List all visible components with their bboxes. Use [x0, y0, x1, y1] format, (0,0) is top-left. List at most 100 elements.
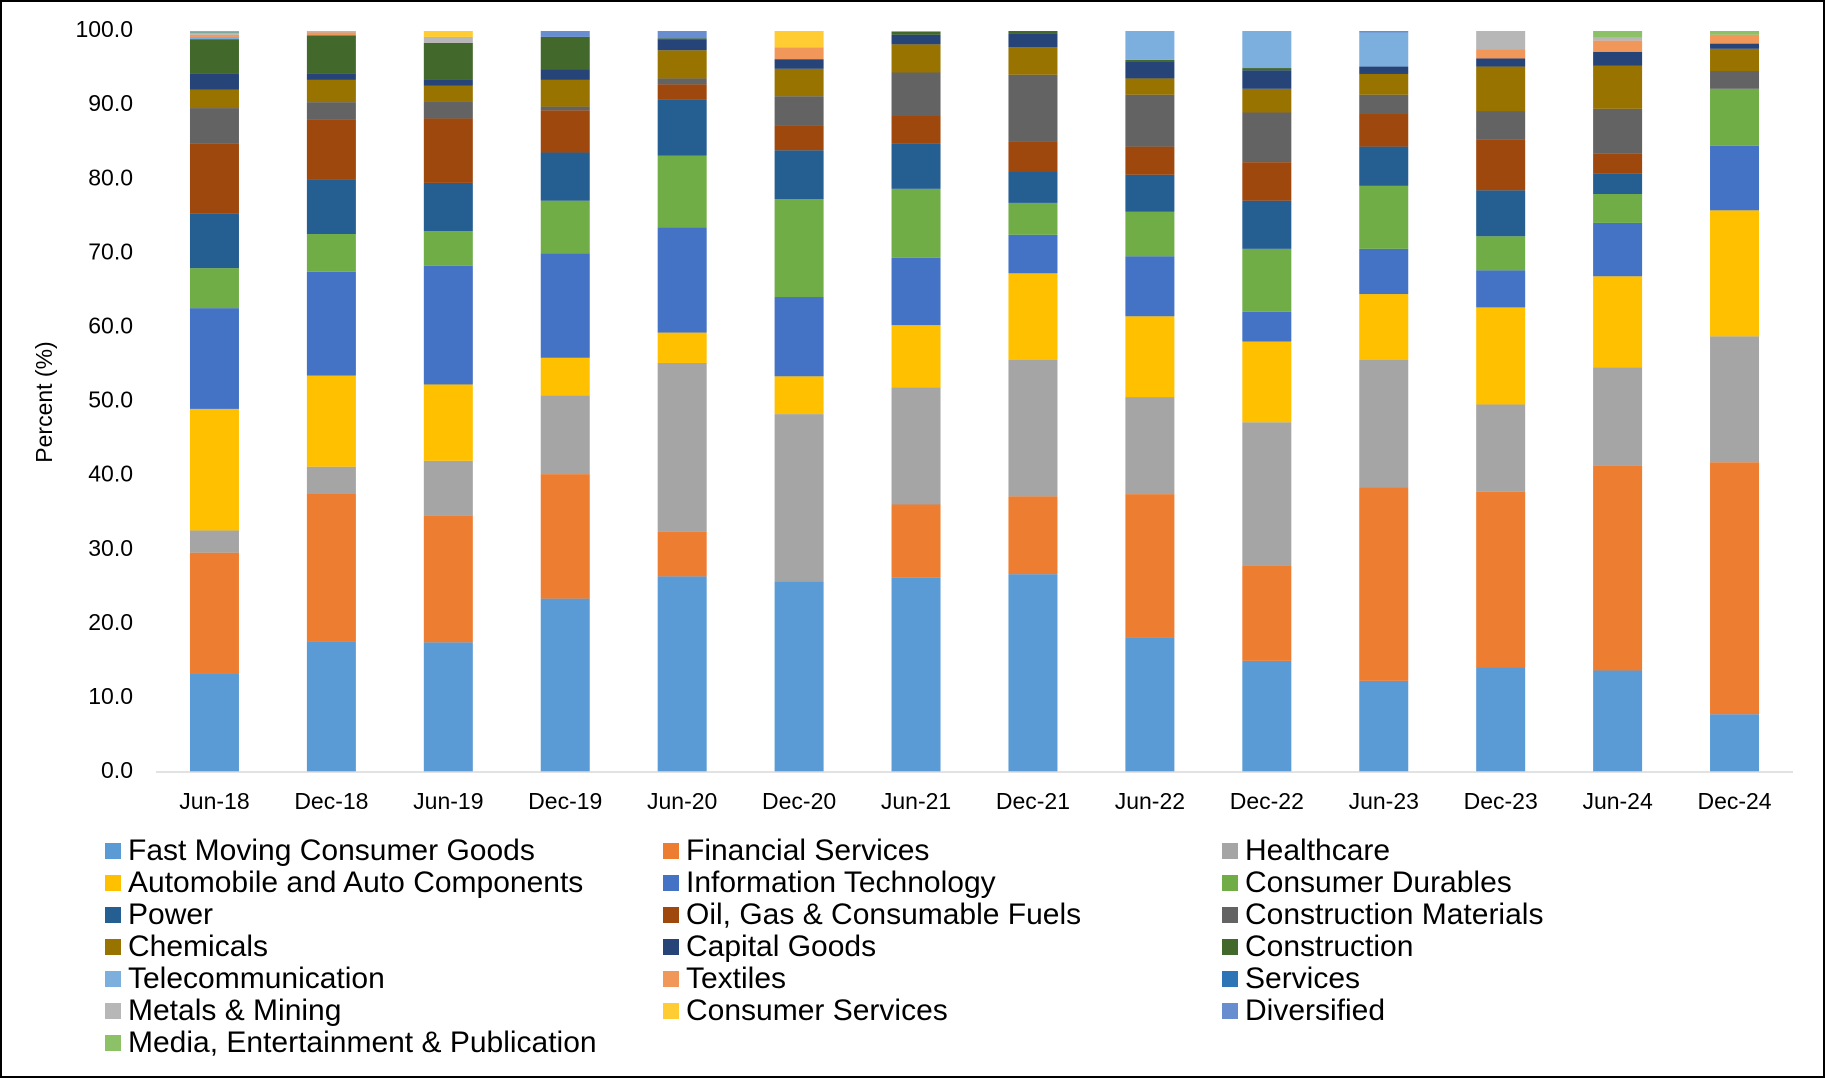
bar-segment	[189, 73, 239, 90]
bar-segment	[891, 504, 941, 578]
bar-segment	[1593, 173, 1643, 195]
bar-segment	[774, 581, 824, 772]
legend-swatch	[663, 939, 679, 955]
bar-segment	[540, 474, 590, 599]
bar-segment	[189, 552, 239, 674]
bar-segment	[1008, 496, 1058, 575]
bar-segment	[540, 31, 590, 37]
legend-swatch	[1222, 907, 1238, 923]
bar-segment	[1593, 37, 1643, 41]
legend-label: Consumer Durables	[1245, 866, 1512, 899]
bar-segment	[189, 268, 239, 309]
legend-swatch	[663, 1003, 679, 1019]
bar-segment	[774, 376, 824, 415]
legend-label: Metals & Mining	[128, 994, 341, 1027]
legend-label: Consumer Services	[686, 994, 948, 1027]
bar-segment	[891, 325, 941, 388]
bar-segment	[540, 110, 590, 153]
legend-label: Construction Materials	[1245, 898, 1543, 931]
bar-segment	[1476, 139, 1526, 191]
y-tick-label: 90.0	[88, 90, 133, 116]
bar-segment	[540, 79, 590, 107]
bar-segment	[1125, 61, 1175, 79]
legend-label: Chemicals	[128, 930, 268, 963]
legend-swatch	[105, 1003, 121, 1019]
legend-label: Power	[128, 898, 213, 931]
bar-segment	[774, 297, 824, 377]
bar-segment	[1242, 31, 1292, 69]
legend-label: Construction	[1245, 930, 1413, 963]
bar-segment	[1476, 111, 1526, 140]
bar-segment	[891, 387, 941, 505]
bar-segment	[1710, 462, 1760, 715]
bar-segment	[1710, 210, 1760, 337]
y-tick-label: 0.0	[101, 757, 133, 783]
legend-label: Information Technology	[686, 866, 996, 899]
bar-segment	[1359, 146, 1409, 186]
legend-label: Healthcare	[1245, 834, 1390, 867]
bar-segment	[1359, 680, 1409, 772]
y-tick-label: 60.0	[88, 312, 133, 338]
bar-segment	[306, 32, 356, 36]
y-tick-label: 40.0	[88, 461, 133, 487]
legend-swatch	[105, 843, 121, 859]
x-tick-label: Jun-18	[179, 788, 249, 814]
y-tick-label: 100.0	[75, 16, 133, 42]
legend-swatch	[105, 875, 121, 891]
bar-segment	[540, 36, 590, 70]
bar-segment	[1476, 31, 1526, 50]
bar-segment	[1359, 185, 1409, 249]
x-tick-label: Jun-24	[1582, 788, 1653, 814]
x-tick-label: Jun-23	[1349, 788, 1419, 814]
bar-segment	[1359, 113, 1409, 147]
bar-segment	[1125, 59, 1175, 62]
bar-segment	[306, 102, 356, 120]
legend-label: Services	[1245, 962, 1360, 995]
bar-segment	[1008, 31, 1058, 34]
bar-segment	[423, 79, 473, 86]
bar-segment	[1359, 66, 1409, 74]
bar-segment	[1476, 491, 1526, 668]
bar-segment	[774, 150, 824, 200]
bar-segment	[306, 179, 356, 235]
x-tick-label: Dec-19	[528, 788, 602, 814]
bar-segment	[774, 31, 824, 48]
bar-segment	[540, 395, 590, 475]
bar-segment	[1242, 162, 1292, 201]
bar-segment	[540, 253, 590, 358]
bar-segment	[1125, 494, 1175, 638]
bar-segment	[1593, 222, 1643, 277]
bar-segment	[1242, 200, 1292, 249]
x-tick-label: Jun-22	[1115, 788, 1185, 814]
legend-swatch	[1222, 875, 1238, 891]
bar-segment	[1125, 256, 1175, 317]
bar-segment	[189, 33, 239, 35]
bar-segment	[306, 234, 356, 272]
bar-segment	[306, 466, 356, 494]
bar-segment	[1359, 248, 1409, 295]
legend-label: Financial Services	[686, 834, 929, 867]
bar-segment	[657, 31, 707, 39]
bar-segment	[423, 42, 473, 80]
x-tick-label: Dec-21	[996, 788, 1070, 814]
legend-swatch	[1222, 971, 1238, 987]
bar-segment	[1710, 71, 1760, 89]
legend-swatch	[105, 907, 121, 923]
bar-segment	[423, 460, 473, 516]
legend-swatch	[663, 971, 679, 987]
y-axis-label: Percent (%)	[31, 341, 57, 462]
bar-segment	[891, 31, 941, 35]
bar-segment	[423, 265, 473, 385]
bar-segment	[1476, 404, 1526, 492]
bar-segment	[1008, 574, 1058, 772]
bar-segment	[1359, 94, 1409, 114]
bar-segment	[306, 35, 356, 74]
bar-segment	[423, 118, 473, 183]
bar-segment	[891, 577, 941, 772]
bar-segment	[306, 641, 356, 772]
y-tick-label: 70.0	[88, 238, 133, 264]
bar-segment	[1359, 32, 1409, 67]
bar-segment	[1593, 276, 1643, 368]
bar-segment	[1242, 68, 1292, 71]
bar-segment	[1593, 108, 1643, 154]
